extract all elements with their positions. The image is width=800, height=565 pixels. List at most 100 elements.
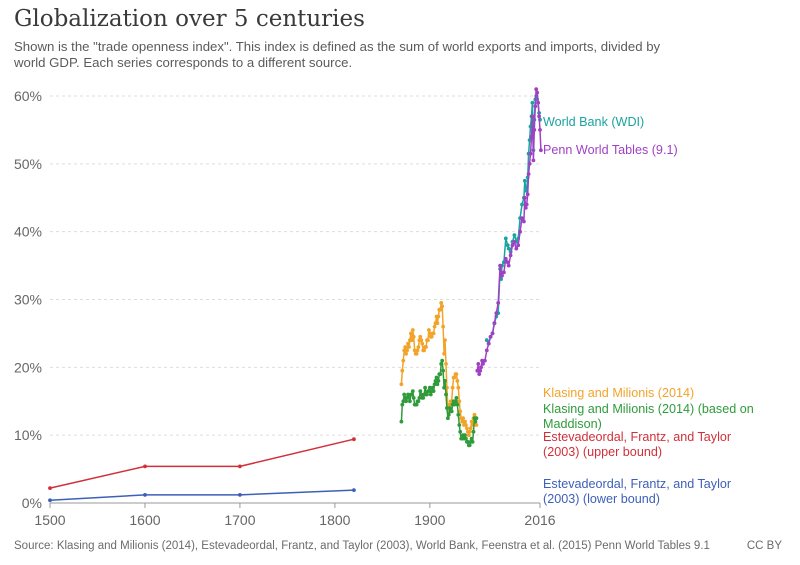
- data-point[interactable]: [467, 429, 472, 434]
- data-point[interactable]: [467, 443, 472, 448]
- data-point[interactable]: [409, 331, 413, 336]
- data-point[interactable]: [414, 402, 419, 407]
- data-point[interactable]: [411, 396, 416, 400]
- data-point[interactable]: [416, 399, 421, 404]
- data-point[interactable]: [463, 419, 467, 424]
- data-point[interactable]: [419, 392, 424, 397]
- data-point[interactable]: [435, 321, 440, 326]
- data-point[interactable]: [533, 104, 538, 109]
- data-point[interactable]: [512, 233, 517, 238]
- data-point[interactable]: [399, 382, 404, 387]
- data-point[interactable]: [536, 100, 540, 105]
- data-point[interactable]: [457, 423, 462, 427]
- data-point[interactable]: [499, 270, 503, 275]
- data-point[interactable]: [418, 389, 423, 393]
- data-point[interactable]: [422, 348, 426, 353]
- data-point[interactable]: [431, 389, 436, 393]
- data-point[interactable]: [440, 304, 445, 309]
- data-point[interactable]: [505, 243, 510, 248]
- data-point[interactable]: [506, 246, 511, 251]
- data-point[interactable]: [404, 399, 408, 404]
- data-point[interactable]: [454, 396, 459, 400]
- data-point[interactable]: [401, 399, 406, 404]
- data-point[interactable]: [538, 127, 542, 132]
- data-point[interactable]: [425, 392, 429, 397]
- data-point[interactable]: [426, 338, 430, 343]
- data-point[interactable]: [486, 341, 491, 346]
- data-point[interactable]: [428, 392, 433, 397]
- data-point[interactable]: [522, 178, 527, 183]
- data-point[interactable]: [475, 368, 480, 373]
- data-point[interactable]: [447, 406, 452, 410]
- data-point[interactable]: [510, 243, 515, 248]
- series-label[interactable]: Estevadeordal, Frantz, and Taylor (2003) …: [543, 477, 731, 506]
- series-line[interactable]: [49, 489, 354, 502]
- data-point[interactable]: [502, 270, 506, 275]
- series-label[interactable]: Estevadeordal, Frantz, and Taylor (2003) …: [543, 430, 731, 459]
- data-point[interactable]: [433, 379, 438, 383]
- data-point[interactable]: [238, 464, 242, 469]
- data-point[interactable]: [522, 219, 526, 224]
- data-point[interactable]: [469, 436, 474, 441]
- data-point[interactable]: [503, 236, 508, 241]
- data-point[interactable]: [530, 100, 535, 105]
- data-point[interactable]: [500, 273, 504, 278]
- data-point[interactable]: [530, 114, 535, 119]
- data-point[interactable]: [406, 392, 410, 397]
- data-point[interactable]: [523, 206, 528, 210]
- data-point[interactable]: [458, 409, 463, 414]
- data-point[interactable]: [449, 409, 454, 414]
- data-point[interactable]: [512, 239, 517, 244]
- data-point[interactable]: [498, 263, 502, 268]
- data-point[interactable]: [420, 341, 425, 346]
- data-point[interactable]: [479, 365, 483, 370]
- data-point[interactable]: [415, 348, 420, 353]
- data-point[interactable]: [409, 392, 414, 397]
- data-point[interactable]: [442, 385, 446, 390]
- data-point[interactable]: [476, 362, 481, 366]
- data-point[interactable]: [401, 358, 406, 363]
- data-point[interactable]: [524, 202, 529, 207]
- data-point[interactable]: [445, 406, 449, 410]
- data-point[interactable]: [455, 379, 460, 383]
- data-point[interactable]: [442, 351, 446, 356]
- series-line[interactable]: [49, 438, 355, 489]
- data-point[interactable]: [410, 328, 415, 332]
- data-point[interactable]: [405, 348, 409, 353]
- data-point[interactable]: [460, 419, 464, 424]
- data-point[interactable]: [506, 263, 511, 268]
- data-point[interactable]: [352, 488, 356, 492]
- data-point[interactable]: [443, 379, 447, 383]
- data-point[interactable]: [238, 493, 242, 497]
- data-point[interactable]: [469, 419, 474, 424]
- data-point[interactable]: [399, 419, 404, 424]
- data-point[interactable]: [514, 246, 519, 251]
- data-point[interactable]: [427, 328, 431, 332]
- data-point[interactable]: [441, 368, 445, 373]
- data-point[interactable]: [522, 195, 527, 200]
- data-point[interactable]: [411, 334, 416, 339]
- data-point[interactable]: [417, 396, 422, 400]
- data-point[interactable]: [527, 161, 532, 166]
- data-point[interactable]: [473, 419, 478, 424]
- data-point[interactable]: [430, 385, 435, 390]
- data-point[interactable]: [435, 382, 440, 387]
- data-point[interactable]: [434, 375, 439, 380]
- data-point[interactable]: [508, 253, 513, 258]
- data-point[interactable]: [463, 433, 467, 438]
- data-point[interactable]: [461, 416, 465, 421]
- data-point[interactable]: [421, 396, 426, 400]
- data-point[interactable]: [468, 426, 473, 431]
- data-point[interactable]: [443, 338, 447, 343]
- data-point[interactable]: [423, 385, 427, 390]
- data-point[interactable]: [447, 402, 452, 407]
- data-point[interactable]: [484, 338, 489, 343]
- data-point[interactable]: [532, 127, 537, 132]
- data-point[interactable]: [474, 423, 479, 427]
- data-point[interactable]: [402, 348, 407, 353]
- data-point[interactable]: [416, 345, 421, 349]
- data-point[interactable]: [48, 498, 52, 503]
- data-point[interactable]: [537, 114, 541, 119]
- data-point[interactable]: [412, 348, 417, 353]
- data-point[interactable]: [526, 172, 531, 176]
